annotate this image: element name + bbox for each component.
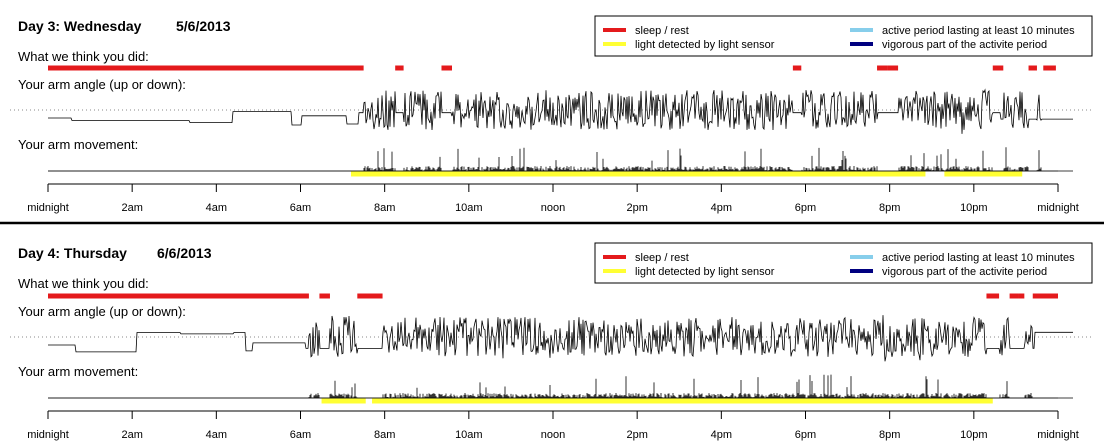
time-axis-tick-label: 2am — [121, 202, 142, 214]
legend: sleep / rest light detected by light sen… — [594, 242, 1093, 284]
legend-frame — [594, 242, 1093, 284]
time-axis-tick-label: 6pm — [795, 429, 816, 441]
time-axis-tick-label: midnight — [27, 202, 69, 214]
time-axis-tick-label: 10pm — [960, 429, 988, 441]
time-axis-tick-label: 10pm — [960, 202, 988, 214]
legend-label-light: light detected by light sensor — [635, 266, 775, 278]
day-title: Day 3: Wednesday — [18, 18, 142, 34]
time-axis-tick-label: 8pm — [879, 202, 900, 214]
row-label-movement: Your arm movement: — [18, 364, 138, 379]
legend-label-vigorous: vigorous part of the activite period — [882, 39, 1047, 51]
legend-label-sleep: sleep / rest — [635, 252, 689, 264]
time-axis-tick-label: 6am — [290, 202, 311, 214]
time-axis-tick-label: 4pm — [711, 202, 732, 214]
legend-label-active: active period lasting at least 10 minute… — [882, 252, 1075, 264]
time-axis-tick-label: 10am — [455, 202, 483, 214]
row-label-angle: Your arm angle (up or down): — [18, 77, 186, 92]
day-title: Day 4: Thursday — [18, 245, 127, 261]
time-axis-tick-label: 4pm — [711, 429, 732, 441]
time-axis-tick-label: 4am — [206, 202, 227, 214]
legend-label-light: light detected by light sensor — [635, 39, 775, 51]
day-date: 6/6/2013 — [157, 245, 212, 261]
time-axis-tick-label: 6pm — [795, 202, 816, 214]
day-panel-wednesday: Day 3: Wednesday 5/6/2013 sleep / rest l… — [10, 15, 1094, 214]
row-label-movement: Your arm movement: — [18, 137, 138, 152]
time-axis-tick-label: 6am — [290, 429, 311, 441]
time-axis-tick-label: 2pm — [626, 202, 647, 214]
legend-label-vigorous: vigorous part of the activite period — [882, 266, 1047, 278]
time-axis-tick-label: 2pm — [626, 429, 647, 441]
row-label-angle: Your arm angle (up or down): — [18, 304, 186, 319]
day-date: 5/6/2013 — [176, 18, 231, 34]
legend: sleep / rest light detected by light sen… — [594, 15, 1093, 57]
day-panel-thursday: Day 4: Thursday 6/6/2013 sleep / rest li… — [10, 242, 1094, 441]
time-axis-tick-label: 8am — [374, 202, 395, 214]
time-axis-tick-label: 8pm — [879, 429, 900, 441]
time-axis-tick-label: noon — [541, 202, 565, 214]
time-axis-tick-label: 10am — [455, 429, 483, 441]
time-axis-tick-label: midnight — [1037, 429, 1079, 441]
time-axis-tick-label: 4am — [206, 429, 227, 441]
time-axis: midnight 2am 4am 6am 8am 10am noon 2pm 4pm 6pm 8pm… — [27, 183, 1079, 214]
arm-movement-trace — [48, 147, 1073, 172]
time-axis-tick-label: 2am — [121, 429, 142, 441]
legend-label-active: active period lasting at least 10 minute… — [882, 25, 1075, 37]
time-axis: midnight 2am 4am 6am 8am 10am noon 2pm 4pm 6pm 8pm… — [27, 410, 1079, 441]
row-label-activity: What we think you did: — [18, 276, 149, 291]
time-axis-tick-label: 8am — [374, 429, 395, 441]
legend-frame — [594, 15, 1093, 57]
arm-movement-trace — [48, 374, 1073, 399]
arm-angle-trace — [48, 88, 1073, 134]
arm-angle-trace — [48, 315, 1073, 362]
legend-label-sleep: sleep / rest — [635, 25, 689, 37]
time-axis-tick-label: midnight — [1037, 202, 1079, 214]
row-label-activity: What we think you did: — [18, 49, 149, 64]
time-axis-tick-label: midnight — [27, 429, 69, 441]
time-axis-tick-label: noon — [541, 429, 565, 441]
